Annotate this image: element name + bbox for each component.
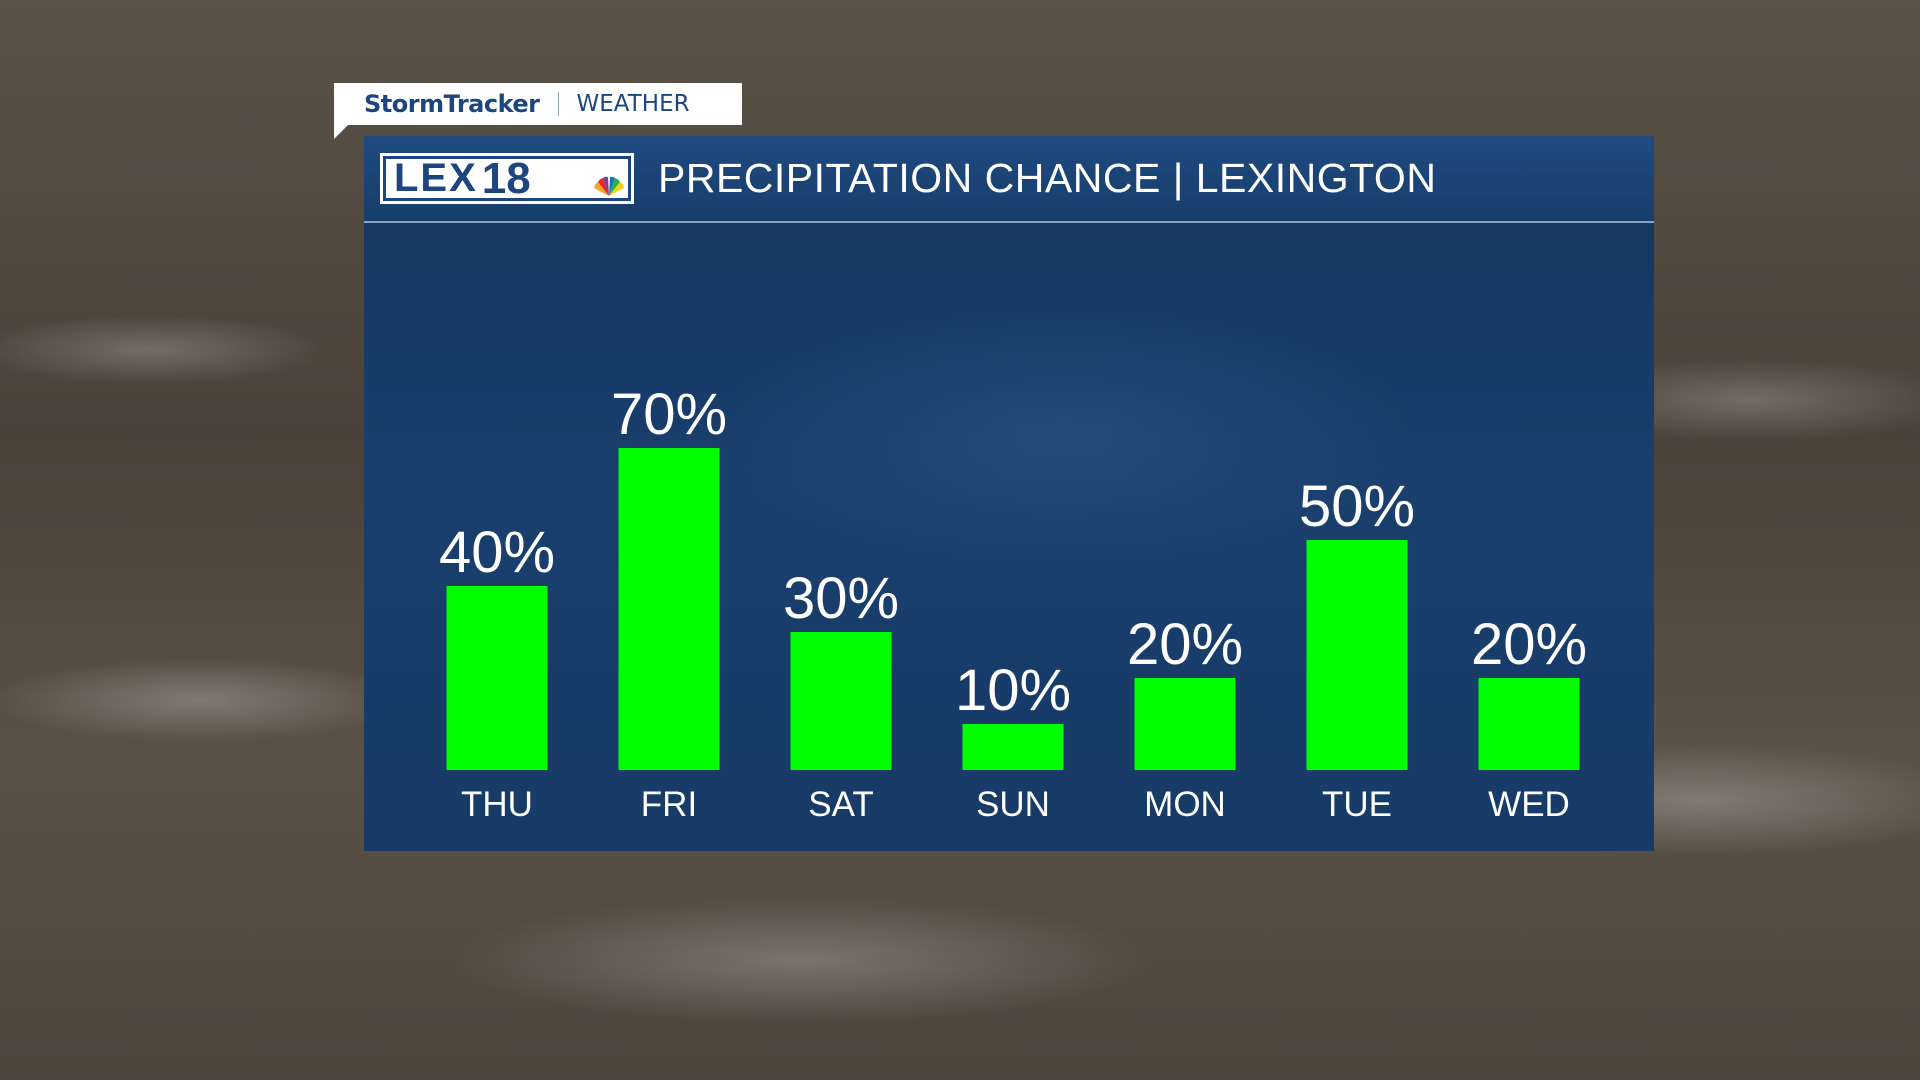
bar-thu <box>446 586 548 770</box>
value-label: 10% <box>955 658 1071 723</box>
bar-mon <box>1134 678 1236 770</box>
bar-sun <box>962 724 1064 770</box>
day-label: MON <box>1144 785 1226 824</box>
bar-fri <box>618 448 720 770</box>
chart-title: PRECIPITATION CHANCE | LEXINGTON <box>658 155 1437 201</box>
panel-header: LEX 18 PRECIPITATION CHANCE | LEXINGTON <box>364 136 1654 223</box>
value-label: 20% <box>1471 612 1587 677</box>
bar-wed <box>1478 678 1580 770</box>
day-label: FRI <box>641 785 697 824</box>
chart-panel: LEX 18 PRECIPITATION CHANCE | LEXINGTON 4… <box>364 136 1654 851</box>
bar-tue <box>1306 540 1408 770</box>
day-label: SAT <box>808 785 873 824</box>
value-label: 40% <box>439 520 555 585</box>
day-label: SUN <box>976 785 1050 824</box>
bar-sat <box>790 632 892 770</box>
value-label: 70% <box>611 382 727 447</box>
bar-chart: 40% THU 70% FRI 30% SAT 10% SUN 20% MON 50% TUE 20% W… <box>439 382 1587 824</box>
day-label: WED <box>1488 785 1570 824</box>
lex18-logo: LEX 18 <box>380 153 634 204</box>
stormtracker-tab: StormTracker WEATHER <box>334 83 742 139</box>
day-label: TUE <box>1322 785 1392 824</box>
value-label: 50% <box>1299 474 1415 539</box>
value-label: 20% <box>1127 612 1243 677</box>
divider <box>557 92 559 116</box>
weather-label: WEATHER <box>576 91 690 117</box>
value-label: 30% <box>783 566 899 631</box>
day-label: THU <box>461 785 533 824</box>
stormtracker-label: StormTracker <box>364 90 540 118</box>
nbc-peacock-icon <box>594 176 624 196</box>
